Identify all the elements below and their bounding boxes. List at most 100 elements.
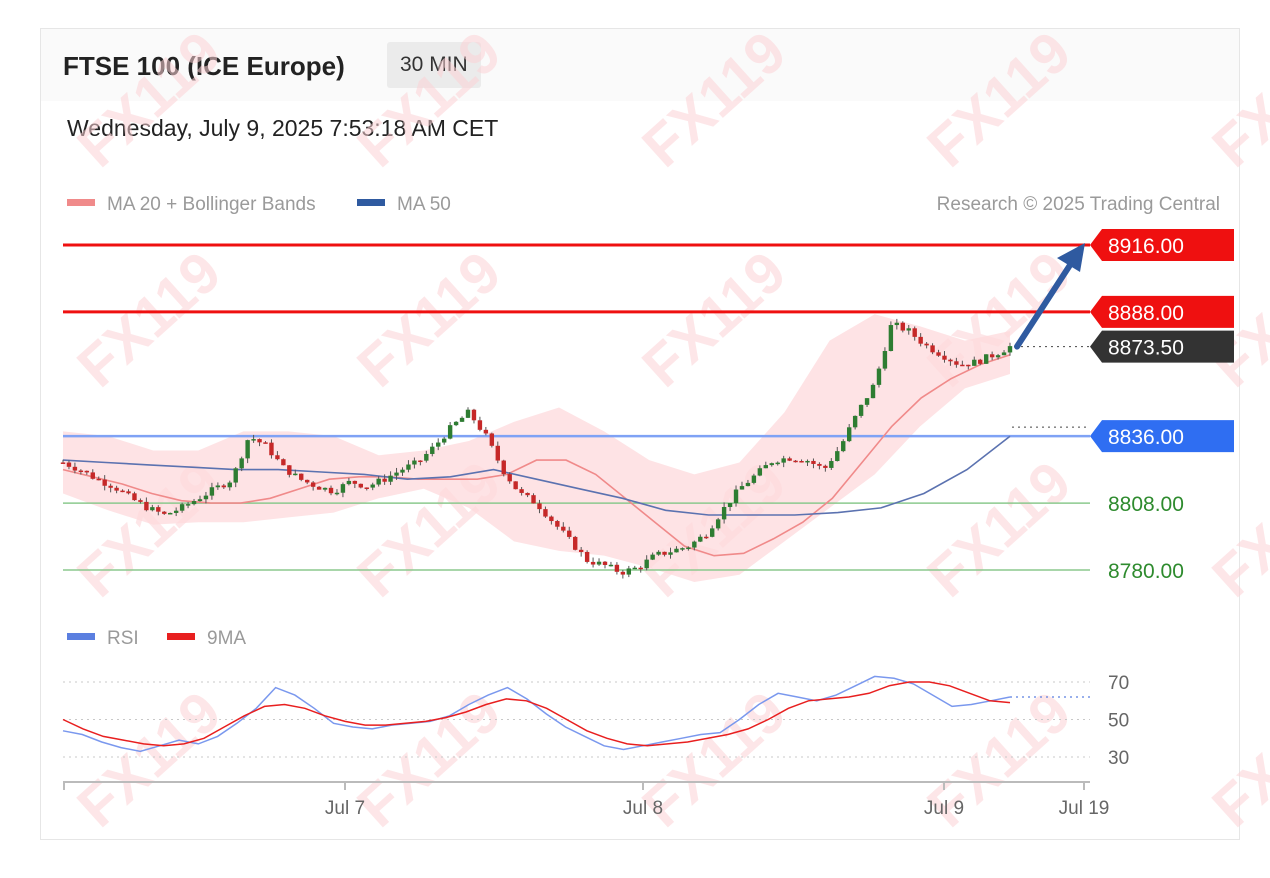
candle-body (876, 368, 882, 385)
timeframe-badge[interactable]: 30 MIN (387, 42, 481, 88)
candle-body (156, 507, 161, 512)
candle-body (811, 460, 816, 464)
moving-averages (62, 354, 1011, 557)
candle-body (72, 466, 78, 471)
time-axis: Jul 7 Jul 8 Jul 9 Jul 19 (63, 781, 1110, 819)
timestamp: Wednesday, July 9, 2025 7:53:18 AM CET (67, 115, 499, 141)
candle-body (287, 465, 292, 475)
candle-body (358, 483, 363, 488)
candle-body (561, 526, 566, 531)
candle-body (846, 427, 852, 442)
candle-body (483, 429, 489, 434)
watermark-text: FX119 (65, 19, 233, 180)
candle-body (995, 355, 1001, 358)
candle-body (805, 460, 810, 463)
legend-label: MA 20 + Bollinger Bands (107, 194, 316, 215)
candle-body (835, 451, 840, 462)
rsi-9ma-line (62, 681, 1011, 747)
legend-swatch (67, 199, 95, 206)
candle-body (900, 322, 905, 331)
candle-body (710, 528, 715, 537)
candle-body (90, 472, 95, 479)
candle-body (733, 489, 739, 504)
forecast-arrowhead (1057, 243, 1085, 272)
rsi-panel: RSI 9MA 30 50 70 (62, 628, 1129, 769)
level-label: 8836.00 (1108, 426, 1184, 449)
candle-body (84, 470, 90, 473)
candle-body (1007, 346, 1013, 353)
candle-body (864, 398, 870, 405)
candle-body (894, 322, 900, 326)
chart-legend: MA 20 + Bollinger Bands MA 50 Research © 2… (67, 194, 1220, 215)
watermark-text: FX119 (65, 239, 233, 400)
legend-swatch (357, 199, 385, 206)
rsi-tick-label: 50 (1108, 711, 1129, 732)
candle-body (430, 446, 435, 454)
watermark-text: FX119 (915, 19, 1083, 180)
candle-body (989, 354, 995, 358)
bollinger-band-area (63, 314, 1010, 582)
candle-body (495, 445, 500, 461)
level-label: 8916.00 (1108, 235, 1184, 258)
candle-body (489, 433, 495, 446)
candle-body (882, 350, 888, 369)
candle-body (686, 547, 691, 550)
candle-body (775, 462, 780, 465)
rsi-legend-swatch (167, 633, 195, 640)
candle-body (388, 475, 393, 482)
candle-body (352, 480, 358, 484)
candle-body (144, 501, 149, 511)
candle-body (972, 359, 977, 366)
chart-header: FTSE 100 (ICE Europe) 30 MIN (41, 29, 1239, 101)
candle-body (966, 364, 971, 367)
candle-body (382, 478, 387, 482)
candle-body (132, 493, 137, 501)
candle-body (328, 487, 334, 494)
candle-body (721, 507, 727, 520)
bollinger-bands (63, 314, 1010, 582)
candle-body (823, 465, 828, 468)
candle-body (757, 468, 763, 476)
candle-body (948, 359, 953, 362)
candle-body (924, 343, 929, 346)
candle-body (590, 561, 596, 565)
candle-body (239, 458, 244, 469)
candle-body (257, 439, 262, 443)
candle-body (531, 495, 536, 504)
candle-body (614, 564, 620, 572)
instrument-title: FTSE 100 (ICE Europe) (63, 51, 345, 81)
candle-body (281, 459, 286, 466)
candle-body (293, 473, 298, 476)
candle-body (817, 463, 822, 466)
candle-body (1001, 352, 1007, 356)
candle-body (543, 509, 548, 517)
candle-body (215, 485, 221, 488)
candle-body (745, 482, 751, 487)
candle-body (418, 460, 423, 463)
watermark-text: FX119 (630, 19, 798, 180)
candle-body (763, 465, 769, 469)
candle-body (108, 485, 113, 488)
candle-body (138, 500, 143, 502)
candle-body (465, 409, 471, 418)
legend-label: MA 50 (397, 194, 451, 215)
level-tag (1090, 229, 1234, 261)
candle-body (269, 442, 274, 456)
candle-body (739, 486, 745, 490)
candle-body (674, 548, 679, 553)
candle-body (769, 463, 774, 466)
candle-body (567, 530, 572, 537)
candle-body (525, 492, 530, 496)
watermark-text: FX119 (65, 679, 233, 840)
candle-body (841, 441, 846, 452)
candle-body (692, 541, 697, 548)
candle-body (620, 571, 626, 575)
candle-body (507, 474, 512, 482)
price-levels: 8916.00 8888.00 8873.50 8836.00 8808.00 8780.… (63, 229, 1234, 583)
candle-body (168, 512, 173, 515)
candle-body (698, 536, 703, 542)
watermark-text: FX119 (630, 239, 798, 400)
candle-body (513, 481, 518, 490)
axis-tick-label: Jul 19 (1059, 798, 1110, 819)
